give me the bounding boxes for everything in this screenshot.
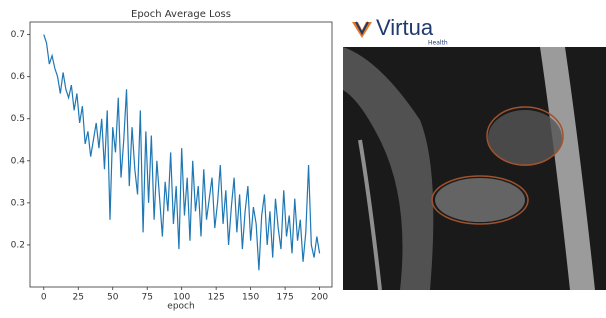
- x-axis-label: epoch: [167, 302, 194, 312]
- chart-title: Epoch Average Loss: [131, 9, 231, 20]
- x-tick-label: 0: [41, 293, 47, 303]
- y-tick-label: 0.5: [11, 114, 25, 124]
- logo-name: Virtua: [376, 15, 434, 40]
- x-tick-label: 50: [107, 293, 119, 303]
- x-tick-label: 125: [208, 293, 225, 303]
- logo-subtitle: Health: [428, 40, 448, 47]
- y-tick-label: 0.2: [11, 240, 25, 250]
- x-tick-label: 200: [311, 293, 328, 303]
- x-tick-label: 100: [173, 293, 190, 303]
- y-tick-label: 0.6: [11, 72, 26, 82]
- y-tick-label: 0.4: [11, 156, 26, 166]
- y-tick-label: 0.7: [11, 30, 25, 40]
- x-tick-label: 175: [277, 293, 294, 303]
- loss-line: [44, 35, 320, 271]
- logo-mark: [352, 22, 372, 38]
- x-tick-label: 75: [141, 293, 152, 303]
- y-tick-label: 0.3: [11, 198, 25, 208]
- screenshot: Epoch Average Loss epoch Virtua Health 0…: [0, 0, 606, 314]
- logo: Virtua Health: [352, 15, 448, 47]
- x-tick-label: 150: [242, 293, 259, 303]
- x-tick-label: 25: [73, 293, 84, 303]
- mri-image: [343, 47, 606, 290]
- mri-bone: [435, 178, 525, 222]
